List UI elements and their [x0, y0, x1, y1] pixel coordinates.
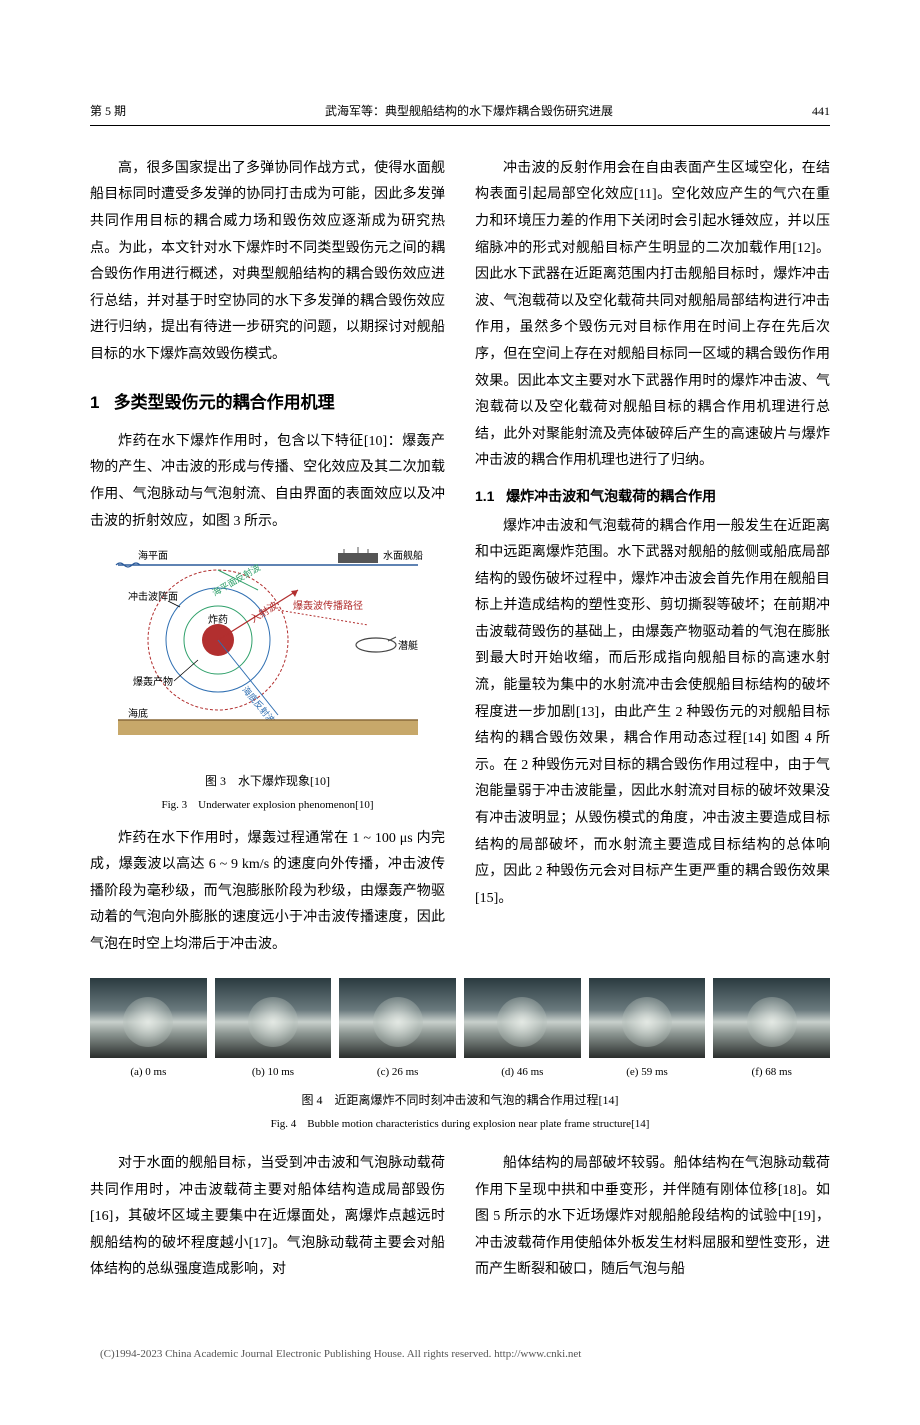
- figure-4-strip: (a) 0 ms (b) 10 ms (c) 26 ms (d) 46 ms (…: [90, 978, 830, 1083]
- figure-4-label: (b) 10 ms: [215, 1062, 332, 1083]
- page-footer: (C)1994-2023 China Academic Journal Elec…: [90, 1344, 830, 1365]
- figure-4-label: (f) 68 ms: [713, 1062, 830, 1083]
- svg-text:潜艇: 潜艇: [398, 639, 418, 652]
- intro-paragraph: 高，很多国家提出了多弹协同作战方式，使得水面舰船目标同时遭受多发弹的协同打击成为…: [90, 156, 445, 369]
- section-1-p2: 炸药在水下作用时，爆轰过程通常在 1 ~ 100 μs 内完成，爆轰波以高达 6…: [90, 826, 445, 959]
- figure-4-frame: [713, 978, 830, 1058]
- svg-text:海底: 海底: [128, 707, 148, 720]
- svg-text:爆轰产物: 爆轰产物: [133, 675, 173, 688]
- section-1-title: 1 多类型毁伤元的耦合作用机理: [90, 387, 445, 419]
- figure-4-label: (e) 59 ms: [589, 1062, 706, 1083]
- figure-4-item: (e) 59 ms: [589, 978, 706, 1083]
- figure-4-label: (d) 46 ms: [464, 1062, 581, 1083]
- figure-4-caption-cn: 图 4 近距离爆炸不同时刻冲击波和气泡的耦合作用过程[14]: [90, 1089, 830, 1112]
- svg-text:海平面: 海平面: [138, 549, 168, 562]
- subsection-1-1-title: 1.1 爆炸冲击波和气泡载荷的耦合作用: [475, 483, 830, 510]
- figure-4-label: (c) 26 ms: [339, 1062, 456, 1083]
- figure-4-item: (c) 26 ms: [339, 978, 456, 1083]
- two-column-body: 高，很多国家提出了多弹协同作战方式，使得水面舰船目标同时遭受多发弹的协同打击成为…: [90, 156, 830, 959]
- figure-4-frame: [215, 978, 332, 1058]
- svg-text:炸药: 炸药: [208, 614, 228, 626]
- figure-3-caption-en: Fig. 3 Underwater explosion phenomenon[1…: [90, 795, 445, 816]
- figure-3-svg: 海平面 水面舰船 冲击波阵面 炸药 入射波 海平面反射波 爆轰波传播路径 潜艇: [108, 545, 428, 755]
- figure-4-caption-en: Fig. 4 Bubble motion characteristics dur…: [90, 1114, 830, 1135]
- bottom-two-column: 对于水面的舰船目标，当受到冲击波和气泡脉动载荷共同作用时，冲击波载荷主要对船体结…: [90, 1151, 830, 1284]
- svg-text:入射波: 入射波: [247, 599, 279, 626]
- section-1-col2-p1: 冲击波的反射作用会在自由表面产生区域空化，在结构表面引起局部空化效应[11]。空…: [475, 156, 830, 475]
- figure-4-frame: [589, 978, 706, 1058]
- figure-4-frame: [464, 978, 581, 1058]
- figure-4-item: (a) 0 ms: [90, 978, 207, 1083]
- figure-4-frame: [339, 978, 456, 1058]
- figure-4-frame: [90, 978, 207, 1058]
- figure-3-caption-cn: 图 3 水下爆炸现象[10]: [90, 770, 445, 793]
- running-title: 武海军等：典型舰船结构的水下爆炸耦合毁伤研究进展: [325, 100, 613, 123]
- section-number: 1: [90, 393, 99, 412]
- figure-4-item: (f) 68 ms: [713, 978, 830, 1083]
- page-number: 441: [812, 100, 830, 123]
- svg-text:冲击波阵面: 冲击波阵面: [128, 590, 178, 603]
- figure-4-item: (d) 46 ms: [464, 978, 581, 1083]
- svg-text:爆轰波传播路径: 爆轰波传播路径: [293, 599, 363, 612]
- running-header: 第 5 期 武海军等：典型舰船结构的水下爆炸耦合毁伤研究进展 441: [90, 100, 830, 126]
- figure-4-label: (a) 0 ms: [90, 1062, 207, 1083]
- bottom-right-paragraph: 船体结构的局部破坏较弱。船体结构在气泡脉动载荷作用下呈现中拱和中垂变形，并伴随有…: [475, 1151, 830, 1284]
- figure-4-caption: 图 4 近距离爆炸不同时刻冲击波和气泡的耦合作用过程[14] Fig. 4 Bu…: [90, 1089, 830, 1135]
- bottom-left-paragraph: 对于水面的舰船目标，当受到冲击波和气泡脉动载荷共同作用时，冲击波载荷主要对船体结…: [90, 1151, 445, 1284]
- subsection-number: 1.1: [475, 488, 494, 504]
- subsection-text: 爆炸冲击波和气泡载荷的耦合作用: [506, 488, 716, 504]
- section-1-p1: 炸药在水下爆炸作用时，包含以下特征[10]：爆轰产物的产生、冲击波的形成与传播、…: [90, 429, 445, 535]
- figure-4-item: (b) 10 ms: [215, 978, 332, 1083]
- figure-3: 海平面 水面舰船 冲击波阵面 炸药 入射波 海平面反射波 爆轰波传播路径 潜艇: [90, 545, 445, 815]
- issue-number: 第 5 期: [90, 100, 126, 123]
- svg-text:水面舰船: 水面舰船: [383, 549, 423, 562]
- subsection-1-1-p1: 爆炸冲击波和气泡载荷的耦合作用一般发生在近距离和中远距离爆炸范围。水下武器对舰船…: [475, 514, 830, 913]
- section-text: 多类型毁伤元的耦合作用机理: [114, 393, 335, 412]
